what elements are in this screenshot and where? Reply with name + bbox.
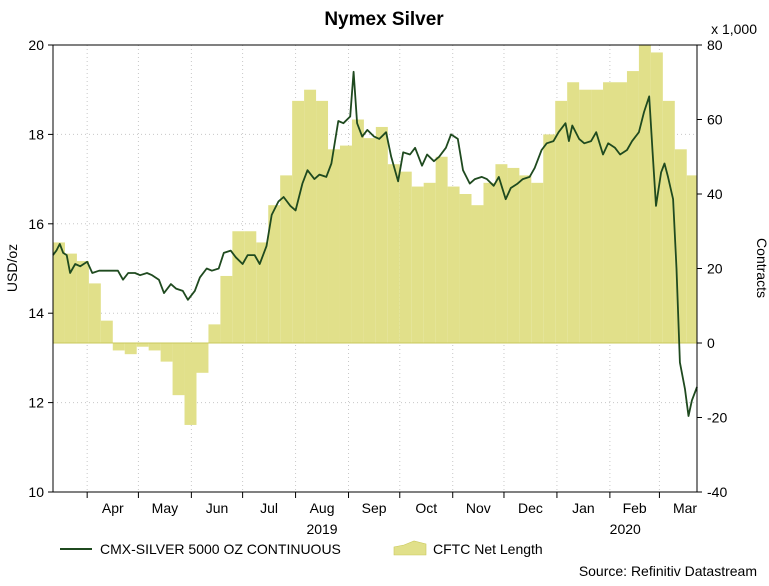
cftc-area-layer xyxy=(53,45,697,425)
right-tick-label: 0 xyxy=(707,335,715,351)
cftc-area-bar xyxy=(339,145,352,343)
cftc-area-bar xyxy=(220,275,233,343)
right-tick-label: 80 xyxy=(707,37,723,53)
left-tick-label: 10 xyxy=(28,484,44,500)
cftc-area-bar xyxy=(208,324,221,343)
cftc-area-bar xyxy=(579,89,592,343)
cftc-area-bar xyxy=(435,156,448,343)
legend: CMX-SILVER 5000 OZ CONTINUOUS CFTC Net L… xyxy=(60,540,543,557)
cftc-area-bar xyxy=(136,343,149,347)
cftc-area-bar xyxy=(674,149,687,343)
cftc-area-bar xyxy=(351,119,364,343)
cftc-area-bar xyxy=(76,261,89,343)
right-tick-label: -20 xyxy=(707,410,727,426)
left-tick-label: 16 xyxy=(28,216,44,232)
x-tick-label: Dec xyxy=(518,500,543,516)
cftc-area-bar xyxy=(328,149,340,343)
cftc-area-bar xyxy=(100,320,113,343)
cftc-area-bar xyxy=(638,45,651,343)
cftc-area-bar xyxy=(555,100,568,343)
cftc-area-bar xyxy=(459,194,472,343)
cftc-area-bar xyxy=(399,171,412,343)
left-tick-label: 20 xyxy=(28,37,44,53)
x-tick-label: Jun xyxy=(206,500,229,516)
cftc-area-bar xyxy=(543,134,556,343)
x-tick-label: Mar xyxy=(673,500,697,516)
cftc-area-bar xyxy=(686,175,697,343)
cftc-area-bar xyxy=(53,242,65,343)
cftc-area-bar xyxy=(423,182,436,343)
cftc-area-bar xyxy=(316,100,329,343)
x-tick-label: Oct xyxy=(415,500,437,516)
cftc-area-bar xyxy=(507,167,520,343)
right-tick-label: 60 xyxy=(707,112,723,128)
left-tick-label: 18 xyxy=(28,126,44,142)
cftc-area-bar xyxy=(268,205,281,343)
cftc-area-bar xyxy=(172,343,185,396)
cftc-area-bar xyxy=(244,231,257,343)
cftc-area-bar xyxy=(387,164,400,343)
cftc-area-bar xyxy=(531,182,544,343)
silver-line-layer xyxy=(52,70,698,417)
x-tick-label: May xyxy=(152,500,178,516)
cftc-area-bar xyxy=(447,186,460,343)
silver-price-line xyxy=(52,70,698,417)
x-tick-label: Sep xyxy=(362,500,387,516)
cftc-area-bar xyxy=(280,175,293,343)
x-tick-label: Jan xyxy=(572,500,595,516)
cftc-area-bar xyxy=(64,253,77,343)
right-axis: -40 -20 0 20 40 60 80 xyxy=(697,37,727,500)
cftc-area-bar xyxy=(160,343,173,362)
legend-item-cftc: CFTC Net Length xyxy=(393,540,543,557)
cftc-area-bar xyxy=(196,343,209,373)
legend-label-cftc: CFTC Net Length xyxy=(433,541,543,557)
left-tick-label: 14 xyxy=(28,305,44,321)
cftc-area-bar xyxy=(591,89,604,343)
cftc-area-bar xyxy=(411,186,424,343)
x-tick-label: Aug xyxy=(310,500,335,516)
x-tick-label: Feb xyxy=(623,500,647,516)
x-year-label: 2020 xyxy=(610,521,641,537)
cftc-area-bar xyxy=(304,89,317,343)
cftc-area-bar xyxy=(519,175,532,343)
right-tick-label: 20 xyxy=(707,261,723,277)
cftc-area-bar xyxy=(471,205,484,343)
chart-title: Nymex Silver xyxy=(324,9,444,30)
x-tick-label: Jul xyxy=(260,500,278,516)
cftc-area-bar xyxy=(662,100,675,343)
cftc-area-bar xyxy=(483,182,496,343)
x-tick-label: Apr xyxy=(102,500,124,516)
cftc-area-bar xyxy=(567,82,580,343)
cftc-area-bar xyxy=(256,242,269,343)
right-tick-label: -40 xyxy=(707,484,727,500)
cftc-area-bar xyxy=(292,100,305,343)
legend-item-silver: CMX-SILVER 5000 OZ CONTINUOUS xyxy=(60,541,341,557)
cftc-area-bar xyxy=(112,343,125,351)
x-year-label: 2019 xyxy=(306,521,337,537)
cftc-area-bar xyxy=(615,82,627,343)
cftc-area-bar xyxy=(375,126,388,343)
cftc-area-bar xyxy=(124,343,137,355)
cftc-area-bar xyxy=(626,71,639,343)
left-axis-label: USD/oz xyxy=(4,244,20,292)
right-axis-unit-label: x 1,000 xyxy=(711,21,757,37)
cftc-area-bar xyxy=(148,343,161,351)
x-axis: Apr May Jun Jul Aug Sep Oct Nov Dec Jan Feb Mar 2019… xyxy=(86,492,697,537)
right-tick-label: 40 xyxy=(707,186,723,202)
legend-area-swatch xyxy=(393,540,427,556)
cftc-area-bar xyxy=(88,283,101,343)
cftc-area-bar xyxy=(495,164,508,343)
x-tick-label: Nov xyxy=(466,500,491,516)
right-axis-label: Contracts xyxy=(754,238,769,298)
legend-label-silver: CMX-SILVER 5000 OZ CONTINUOUS xyxy=(100,541,341,557)
cftc-area-bar xyxy=(184,343,197,425)
left-axis: 10 12 14 16 18 20 xyxy=(28,37,53,500)
cftc-area-bar xyxy=(363,138,376,343)
left-tick-label: 12 xyxy=(28,395,44,411)
source-note: Source: Refinitiv Datastream xyxy=(579,563,757,579)
cftc-area-bar xyxy=(603,82,616,343)
cftc-area-bar xyxy=(232,231,245,343)
